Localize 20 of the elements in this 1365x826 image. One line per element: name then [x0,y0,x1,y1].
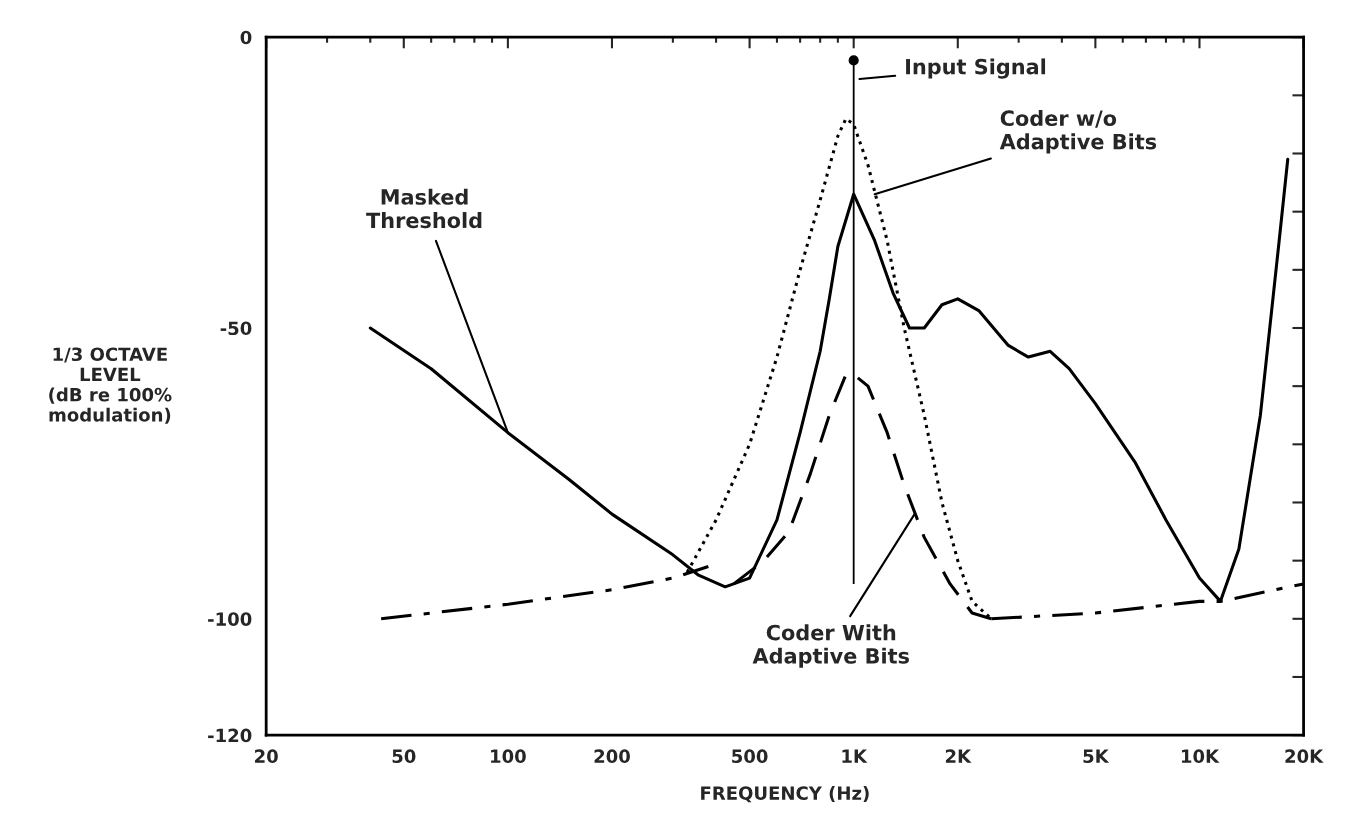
annotation: Coder With Adaptive Bits [752,624,909,668]
annotation: Coder w/o Adaptive Bits [999,109,1157,154]
x-tick-label: 1K [842,749,868,763]
x-axis-title: FREQUENCY (Hz) [701,785,869,803]
y-axis-title: 1/3 OCTAVE LEVEL (dB re 100% modulation) [49,347,172,424]
x-tick-label: 100 [491,749,526,764]
y-tick-label: -50 [220,321,252,336]
y-tick-label: -100 [208,612,252,626]
y-tick-label: 0 [240,30,252,45]
annotation: Input Signal [906,58,1046,79]
x-tick-label: 50 [392,749,416,764]
annotation: Masked Threshold [366,188,482,229]
x-tick-label: 5K [1083,749,1110,764]
x-tick-label: 500 [732,749,768,764]
x-tick-label: 20 [255,749,278,764]
x-tick-label: 20K [1285,749,1324,764]
x-tick-label: 2K [945,749,972,763]
x-tick-label: 200 [594,749,630,764]
x-tick-label: 10K [1181,749,1220,764]
y-tick-label: -120 [208,728,252,743]
